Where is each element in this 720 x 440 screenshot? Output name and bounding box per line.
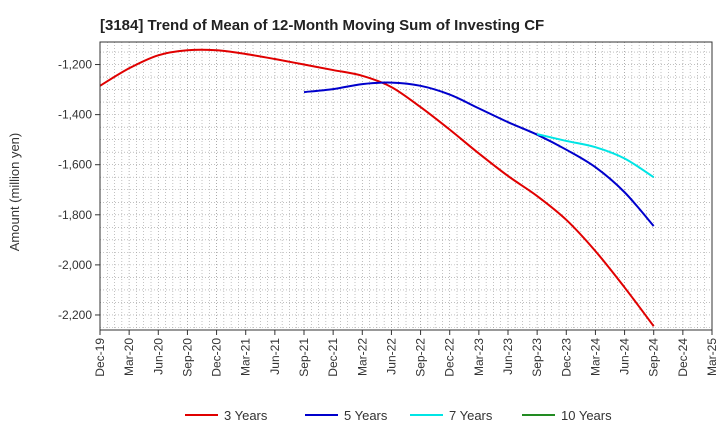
x-tick-label: Mar-22 xyxy=(355,338,369,376)
series-line-3-years xyxy=(99,48,655,327)
x-tick-label: Mar-24 xyxy=(588,338,602,376)
x-tick-label: Jun-21 xyxy=(268,338,282,375)
x-tick-label: Jun-23 xyxy=(501,338,515,375)
x-tick-label: Dec-24 xyxy=(676,338,690,377)
series-line-5-years xyxy=(303,81,655,227)
series-lines xyxy=(99,48,655,327)
grid xyxy=(99,42,713,330)
x-axis-ticks: Dec-19 Mar-20 Jun-20 Sep-20 Dec-20 Mar-21 Jun-… xyxy=(93,330,719,377)
legend-label: 5 Years xyxy=(344,408,388,423)
x-tick-label: Dec-20 xyxy=(210,338,224,377)
x-tick-label: Dec-21 xyxy=(326,338,340,377)
x-tick-label: Dec-23 xyxy=(559,338,573,377)
y-axis-label: Amount (million yen) xyxy=(7,133,22,252)
plot-frame xyxy=(99,41,713,331)
x-tick-label: Dec-19 xyxy=(93,338,107,377)
legend-label: 10 Years xyxy=(561,408,612,423)
y-axis-ticks: -1,200 -1,400 -1,600 -1,800 -2,000 -2,200 xyxy=(58,58,100,322)
y-tick-label: -1,800 xyxy=(58,208,92,222)
x-tick-label: Sep-24 xyxy=(647,338,661,377)
legend-label: 7 Years xyxy=(449,408,493,423)
y-tick-label: -2,200 xyxy=(58,308,92,322)
chart-title: [3184] Trend of Mean of 12-Month Moving … xyxy=(100,17,544,34)
y-tick-label: -1,400 xyxy=(58,108,92,122)
x-tick-label: Jun-24 xyxy=(618,338,632,375)
x-tick-label: Sep-23 xyxy=(530,338,544,377)
x-tick-label: Sep-22 xyxy=(414,338,428,377)
y-tick-label: -2,000 xyxy=(58,258,92,272)
x-tick-label: Mar-21 xyxy=(239,338,253,376)
x-tick-label: Sep-21 xyxy=(297,338,311,377)
x-tick-label: Jun-22 xyxy=(384,338,398,375)
x-tick-label: Jun-20 xyxy=(151,338,165,375)
series-line-7-years xyxy=(536,133,655,179)
x-tick-label: Dec-22 xyxy=(443,338,457,377)
x-tick-label: Mar-20 xyxy=(122,338,136,376)
x-tick-label: Mar-25 xyxy=(705,338,719,376)
x-tick-label: Sep-20 xyxy=(180,338,194,377)
y-tick-label: -1,200 xyxy=(58,58,92,72)
legend-label: 3 Years xyxy=(224,408,268,423)
x-tick-label: Mar-23 xyxy=(472,338,486,376)
y-tick-label: -1,600 xyxy=(58,158,92,172)
legend: 3 Years 5 Years 7 Years 10 Years xyxy=(185,408,612,423)
